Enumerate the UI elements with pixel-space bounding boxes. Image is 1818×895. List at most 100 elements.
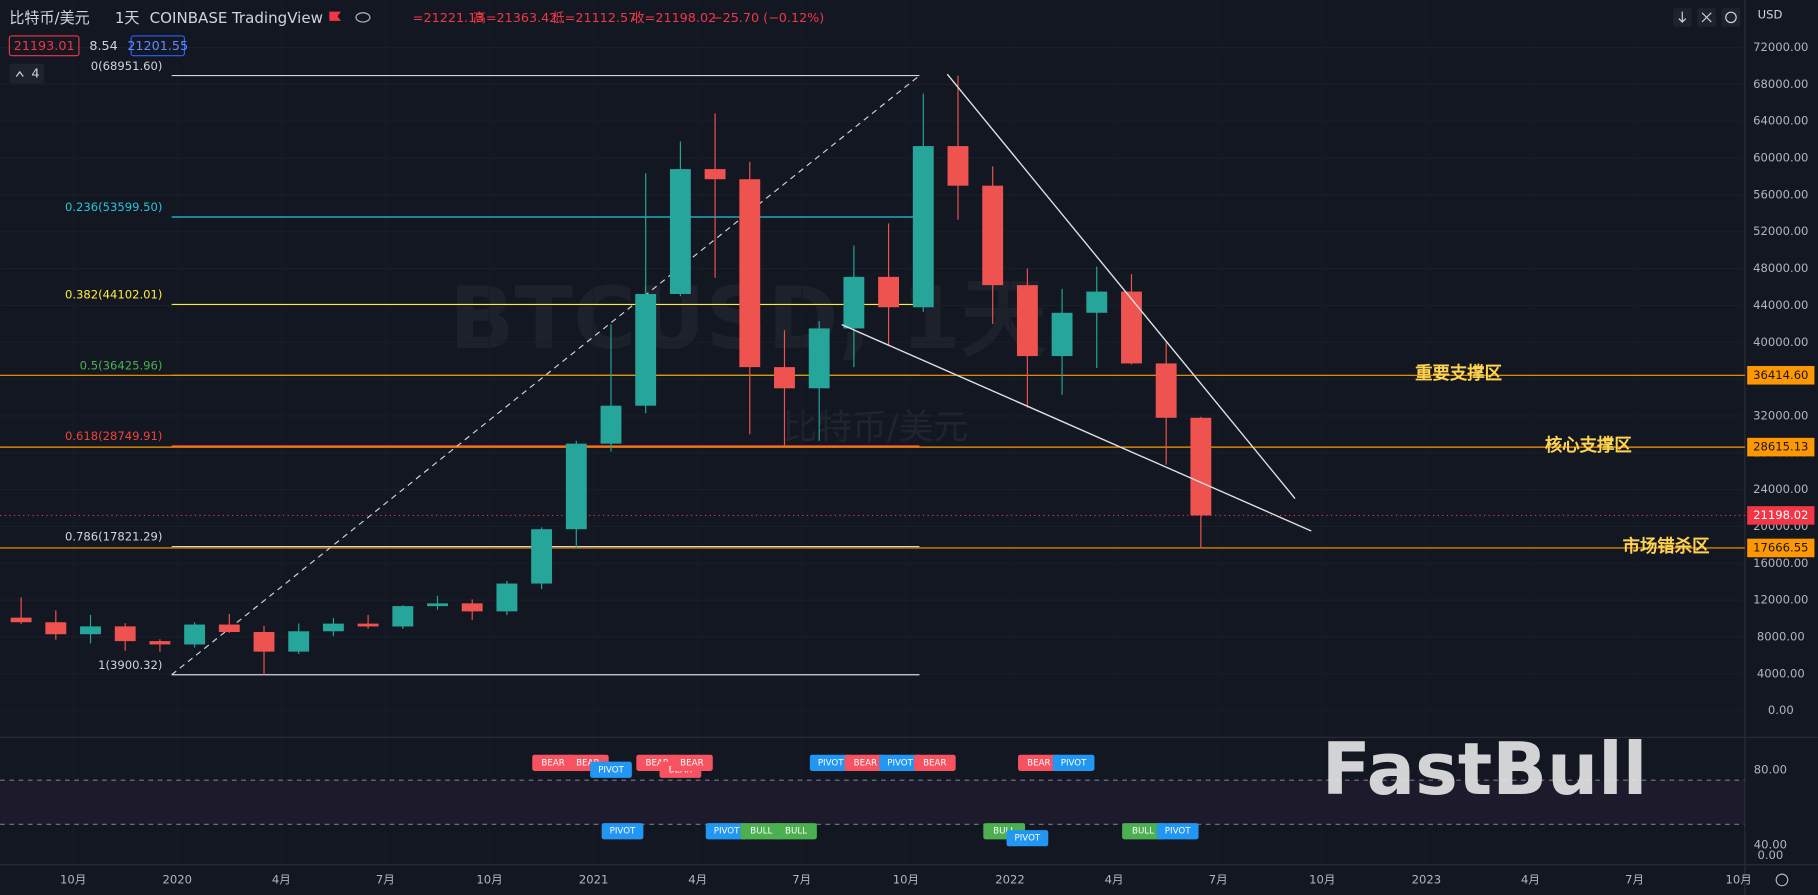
signal-label: BEAR bbox=[541, 758, 564, 768]
bid: 21193.01 bbox=[14, 39, 75, 54]
x-tick-label: 2020 bbox=[162, 872, 191, 886]
x-tick-label: 10月 bbox=[1309, 872, 1335, 886]
brand-watermark: FastBull bbox=[1322, 727, 1648, 811]
candle-body bbox=[10, 617, 32, 623]
candle-body bbox=[912, 146, 934, 308]
y-tick-label: 4000.00 bbox=[1757, 666, 1805, 680]
candle-body bbox=[1155, 363, 1177, 418]
fib-label: 1(3900.32) bbox=[98, 658, 162, 672]
flag-icon[interactable] bbox=[329, 11, 341, 21]
last-price-label: 21198.02 bbox=[1753, 508, 1808, 522]
price-tag-label: 28615.13 bbox=[1753, 440, 1808, 454]
ask: 21201.55 bbox=[127, 39, 188, 54]
x-tick-label: 10月 bbox=[893, 872, 919, 886]
candle-body bbox=[461, 603, 483, 612]
signal-tag bbox=[879, 754, 921, 771]
price-tag bbox=[1747, 437, 1815, 457]
watermark-sub: 比特币/美元 bbox=[783, 408, 969, 448]
icon bbox=[1701, 12, 1712, 23]
signal-label: PIVOT bbox=[598, 765, 624, 775]
price-tag bbox=[1747, 538, 1815, 558]
candle-body bbox=[600, 405, 622, 444]
signal-label: PIVOT bbox=[1015, 834, 1041, 844]
signal-tag bbox=[532, 754, 574, 771]
candle-body bbox=[669, 169, 691, 294]
x-tick-label: 7月 bbox=[1625, 872, 1644, 886]
btn-refresh[interactable] bbox=[1721, 8, 1741, 27]
x-tick-label: 2023 bbox=[1412, 872, 1441, 886]
candle-body bbox=[496, 583, 518, 612]
fib-label: 0(68951.60) bbox=[91, 59, 163, 73]
zone-name: 市场错杀区 bbox=[1623, 536, 1710, 557]
signal-label: PIVOT bbox=[887, 758, 913, 768]
caret bbox=[15, 70, 24, 77]
signal-label: PIVOT bbox=[610, 827, 636, 837]
rsi-band bbox=[0, 780, 1745, 825]
candle-body bbox=[218, 624, 240, 633]
y-tick-label: 44000.00 bbox=[1753, 298, 1808, 312]
candle-body bbox=[878, 276, 900, 308]
trend-line bbox=[946, 73, 1296, 499]
ohlc-value: 低=21112.57 bbox=[552, 11, 636, 26]
fib-label: 0.5(36425.96) bbox=[80, 358, 163, 372]
x-tick-label: 4月 bbox=[688, 872, 707, 886]
candle-body bbox=[184, 624, 206, 645]
fib-label: 0.618(28749.91) bbox=[65, 429, 162, 443]
x-tick-label: 10月 bbox=[476, 872, 502, 886]
x-tick-label: 2022 bbox=[995, 872, 1024, 886]
signal-label: BEAR bbox=[576, 758, 599, 768]
signal-tag bbox=[1122, 823, 1164, 840]
candle-body bbox=[1016, 285, 1038, 357]
signal-tag bbox=[844, 754, 887, 771]
signal-label: BULL bbox=[993, 827, 1015, 837]
candle-body bbox=[45, 622, 67, 635]
x-tick-label: 4月 bbox=[1521, 872, 1540, 886]
signal-tag bbox=[1052, 754, 1095, 771]
signal-label: BEAR bbox=[645, 758, 668, 768]
candle-body bbox=[808, 328, 830, 389]
y-tick-label: 12000.00 bbox=[1753, 593, 1808, 607]
x-tick-label: 10月 bbox=[1726, 872, 1752, 886]
candle-body bbox=[253, 632, 275, 652]
zone-name: 核心支撑区 bbox=[1545, 435, 1632, 456]
exchange: COINBASE bbox=[150, 9, 228, 27]
signal-tag bbox=[740, 823, 783, 840]
grid bbox=[0, 0, 1745, 865]
signal-tag bbox=[705, 823, 748, 840]
candle-body bbox=[739, 179, 761, 368]
signal-tag bbox=[1156, 823, 1199, 840]
candle-body bbox=[947, 146, 969, 186]
ohlc-value: =21221.13 bbox=[413, 11, 485, 26]
candle-body bbox=[427, 603, 448, 607]
candle-body bbox=[149, 641, 171, 645]
candle-body bbox=[114, 626, 136, 642]
rsi-axis-label: 80.00 bbox=[1754, 762, 1787, 776]
eye-icon[interactable] bbox=[355, 12, 371, 23]
price-tag bbox=[1747, 365, 1815, 385]
y-tick-label: 32000.00 bbox=[1753, 408, 1808, 422]
x-tick-label: 7月 bbox=[1209, 872, 1228, 886]
signal-tag bbox=[809, 754, 852, 771]
candle-body bbox=[843, 276, 865, 329]
signal-label: BEAR bbox=[1027, 758, 1050, 768]
candle-body bbox=[322, 623, 344, 632]
signal-label: PIVOT bbox=[1061, 758, 1087, 768]
settings-icon[interactable] bbox=[1775, 873, 1789, 887]
indicators-toggle[interactable] bbox=[9, 63, 45, 84]
signal-label: BEAR bbox=[923, 758, 946, 768]
signal-tag bbox=[775, 823, 817, 840]
signal-label: PIVOT bbox=[818, 758, 844, 768]
candle-body bbox=[288, 631, 310, 652]
y-tick-label: 72000.00 bbox=[1753, 40, 1808, 54]
y-tick-label: 16000.00 bbox=[1753, 556, 1808, 570]
icon bbox=[1678, 11, 1687, 23]
fib-label: 0.236(53599.50) bbox=[65, 200, 162, 214]
signal-tag bbox=[590, 761, 632, 778]
platform: TradingView bbox=[231, 9, 323, 27]
signal-label: BULL bbox=[1132, 827, 1154, 837]
fib-label: 0.786(17821.29) bbox=[65, 530, 162, 544]
plot: 0.004000.008000.0012000.0016000.0020000.… bbox=[0, 40, 1815, 886]
candle-body bbox=[982, 185, 1004, 286]
